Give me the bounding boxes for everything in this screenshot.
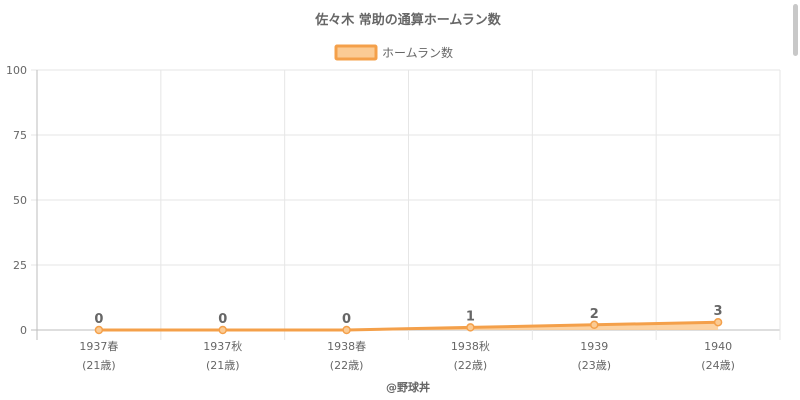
x-tick-sublabel: (22歳) xyxy=(330,359,364,372)
data-label: 0 xyxy=(342,312,351,327)
x-tick-label: 1940 xyxy=(704,340,732,353)
series-area xyxy=(98,322,719,330)
y-tick-label: 0 xyxy=(20,324,27,337)
scrollbar-thumb[interactable] xyxy=(793,4,798,56)
data-label: 0 xyxy=(94,312,103,327)
data-labels: 0 0 0 1 2 3 xyxy=(94,304,722,327)
data-label: 1 xyxy=(466,309,475,324)
x-tick-sublabel: (23歳) xyxy=(577,359,611,372)
x-tick-sublabel: (21歳) xyxy=(82,359,116,372)
y-tick-label: 50 xyxy=(13,194,27,207)
legend[interactable]: ホームラン数 xyxy=(334,44,453,61)
grid xyxy=(31,69,781,340)
y-tick-label: 100 xyxy=(6,64,27,77)
x-tick-sublabel: (24歳) xyxy=(701,359,735,372)
y-axis: 0 25 50 75 100 xyxy=(6,64,27,337)
series-home-runs xyxy=(94,317,723,335)
data-point[interactable] xyxy=(590,320,599,330)
x-tick-label: 1937秋 xyxy=(203,339,242,353)
data-point[interactable] xyxy=(218,325,227,335)
x-tick-sublabel: (22歳) xyxy=(454,359,488,372)
data-point[interactable] xyxy=(466,323,475,332)
x-tick-label: 1938秋 xyxy=(451,339,490,353)
legend-swatch[interactable] xyxy=(334,44,378,61)
legend-label[interactable]: ホームラン数 xyxy=(382,45,453,60)
chart-title: 佐々木 常助の通算ホームラン数 xyxy=(314,12,501,28)
data-label: 3 xyxy=(714,304,723,319)
x-tick-label: 1938春 xyxy=(327,340,366,353)
x-tick-sublabel: (21歳) xyxy=(206,359,240,372)
data-label: 0 xyxy=(218,312,227,327)
x-tick-label: 1939 xyxy=(580,340,608,353)
data-label: 2 xyxy=(590,307,599,322)
data-point[interactable] xyxy=(342,325,351,335)
y-tick-label: 25 xyxy=(13,259,27,272)
series-line xyxy=(98,320,719,332)
data-point[interactable] xyxy=(713,317,723,327)
data-point[interactable] xyxy=(94,325,104,335)
x-axis: 1937春 (21歳) 1937秋 (21歳) 1938春 (22歳) 1938秋 (22歳)… xyxy=(79,339,734,372)
x-tick-label: 1937春 xyxy=(79,340,118,353)
credit-text: @野球丼 xyxy=(386,380,430,394)
y-tick-label: 75 xyxy=(13,129,27,142)
